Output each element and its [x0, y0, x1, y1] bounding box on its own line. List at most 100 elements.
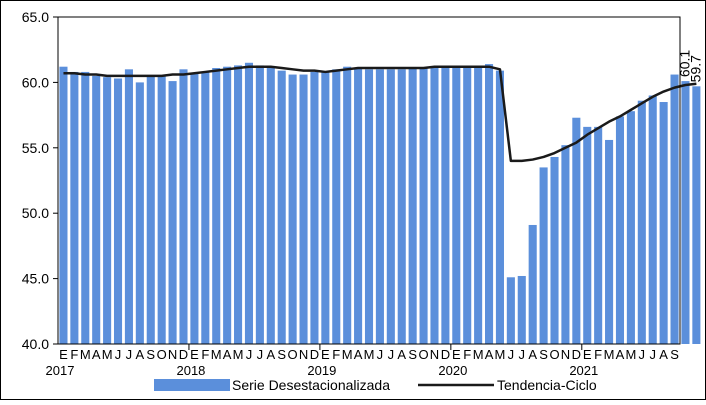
- x-month-label: M: [102, 347, 113, 362]
- x-year-label: 2020: [438, 363, 467, 378]
- x-month-label: F: [332, 347, 340, 362]
- y-tick-label: 50.0: [22, 205, 49, 221]
- x-month-label: J: [377, 347, 384, 362]
- bar: [343, 66, 352, 344]
- x-month-label: A: [266, 347, 275, 362]
- x-month-label: A: [616, 347, 625, 362]
- x-month-label: F: [594, 347, 602, 362]
- bar: [474, 68, 483, 344]
- bar: [539, 167, 548, 344]
- x-month-label: N: [430, 347, 439, 362]
- bar: [332, 69, 341, 344]
- x-month-label: O: [549, 347, 559, 362]
- bar: [223, 66, 232, 344]
- x-month-label: O: [157, 347, 167, 362]
- x-month-label: S: [539, 347, 548, 362]
- labels-layer: 40.045.050.055.060.065.0E F M A M J J A S O N D E F M A…: [22, 9, 704, 378]
- bar: [397, 69, 406, 344]
- bar: [375, 69, 384, 344]
- x-month-label: O: [288, 347, 298, 362]
- x-month-label: F: [70, 347, 78, 362]
- bar: [386, 69, 395, 344]
- bar: [648, 95, 657, 344]
- bar: [135, 82, 144, 345]
- bar: [288, 74, 297, 345]
- x-month-label: M: [364, 347, 375, 362]
- x-month-label: J: [519, 347, 526, 362]
- bar: [201, 71, 210, 344]
- axes-layer: [53, 16, 681, 350]
- x-month-label: J: [246, 347, 253, 362]
- x-month-label: E: [452, 347, 461, 362]
- bar: [70, 71, 79, 344]
- x-month-label: F: [463, 347, 471, 362]
- legend-bar-swatch: [154, 379, 230, 391]
- bar: [234, 65, 243, 345]
- bar: [572, 117, 581, 344]
- x-year-label: 2021: [569, 363, 598, 378]
- y-tick-label: 45.0: [22, 271, 49, 287]
- x-month-label: N: [561, 347, 570, 362]
- x-month-label: A: [397, 347, 406, 362]
- bar: [550, 156, 559, 344]
- bar: [441, 66, 450, 344]
- bar: [255, 65, 264, 345]
- bar: [583, 126, 592, 345]
- plot-area-frame: [57, 16, 681, 345]
- bar: [92, 75, 101, 345]
- x-month-label: E: [59, 347, 68, 362]
- legend: Serie Desestacionalizada Tendencia-Ciclo: [154, 377, 597, 393]
- bar: [615, 116, 625, 344]
- bar: [157, 75, 166, 345]
- x-month-label: S: [277, 347, 286, 362]
- bar: [103, 77, 112, 345]
- x-month-label: M: [473, 347, 484, 362]
- legend-bar-label: Serie Desestacionalizada: [232, 377, 390, 393]
- bar: [190, 73, 199, 345]
- x-month-label: M: [495, 347, 506, 362]
- x-month-label: S: [670, 347, 679, 362]
- x-month-label: M: [625, 347, 636, 362]
- x-month-label: M: [233, 347, 244, 362]
- bar: [528, 224, 537, 344]
- bar: [605, 139, 614, 344]
- bar: [364, 69, 374, 344]
- x-month-label: J: [639, 347, 646, 362]
- x-month-label: S: [146, 347, 155, 362]
- x-month-label: J: [508, 347, 515, 362]
- x-month-label: D: [572, 347, 581, 362]
- bar: [452, 66, 461, 344]
- bar: [637, 100, 646, 345]
- x-month-label: O: [418, 347, 428, 362]
- x-month-label: M: [342, 347, 353, 362]
- bar: [561, 145, 570, 344]
- x-month-label: J: [649, 347, 656, 362]
- bar: [321, 71, 330, 344]
- x-month-label: E: [321, 347, 330, 362]
- x-month-label: M: [80, 347, 91, 362]
- bar: [81, 71, 90, 344]
- bar: [692, 86, 701, 344]
- x-month-label: N: [299, 347, 308, 362]
- bar: [670, 74, 679, 345]
- bar: [594, 126, 603, 345]
- bar: [517, 275, 526, 344]
- bar: [659, 102, 668, 345]
- y-tick-label: 65.0: [22, 9, 49, 25]
- data-label: 60.1: [676, 50, 692, 77]
- x-month-label: J: [115, 347, 122, 362]
- legend-line-label: Tendencia-Ciclo: [497, 377, 597, 393]
- x-month-label: A: [223, 347, 232, 362]
- bar: [277, 70, 286, 344]
- x-month-label: S: [408, 347, 417, 362]
- x-month-label: D: [441, 347, 450, 362]
- bar: [244, 62, 254, 344]
- x-month-label: F: [201, 347, 209, 362]
- bar: [681, 81, 690, 344]
- y-tick-label: 40.0: [22, 336, 49, 352]
- x-month-label: D: [310, 347, 319, 362]
- x-month-label: M: [604, 347, 615, 362]
- x-month-label: A: [136, 347, 145, 362]
- x-month-label: A: [354, 347, 363, 362]
